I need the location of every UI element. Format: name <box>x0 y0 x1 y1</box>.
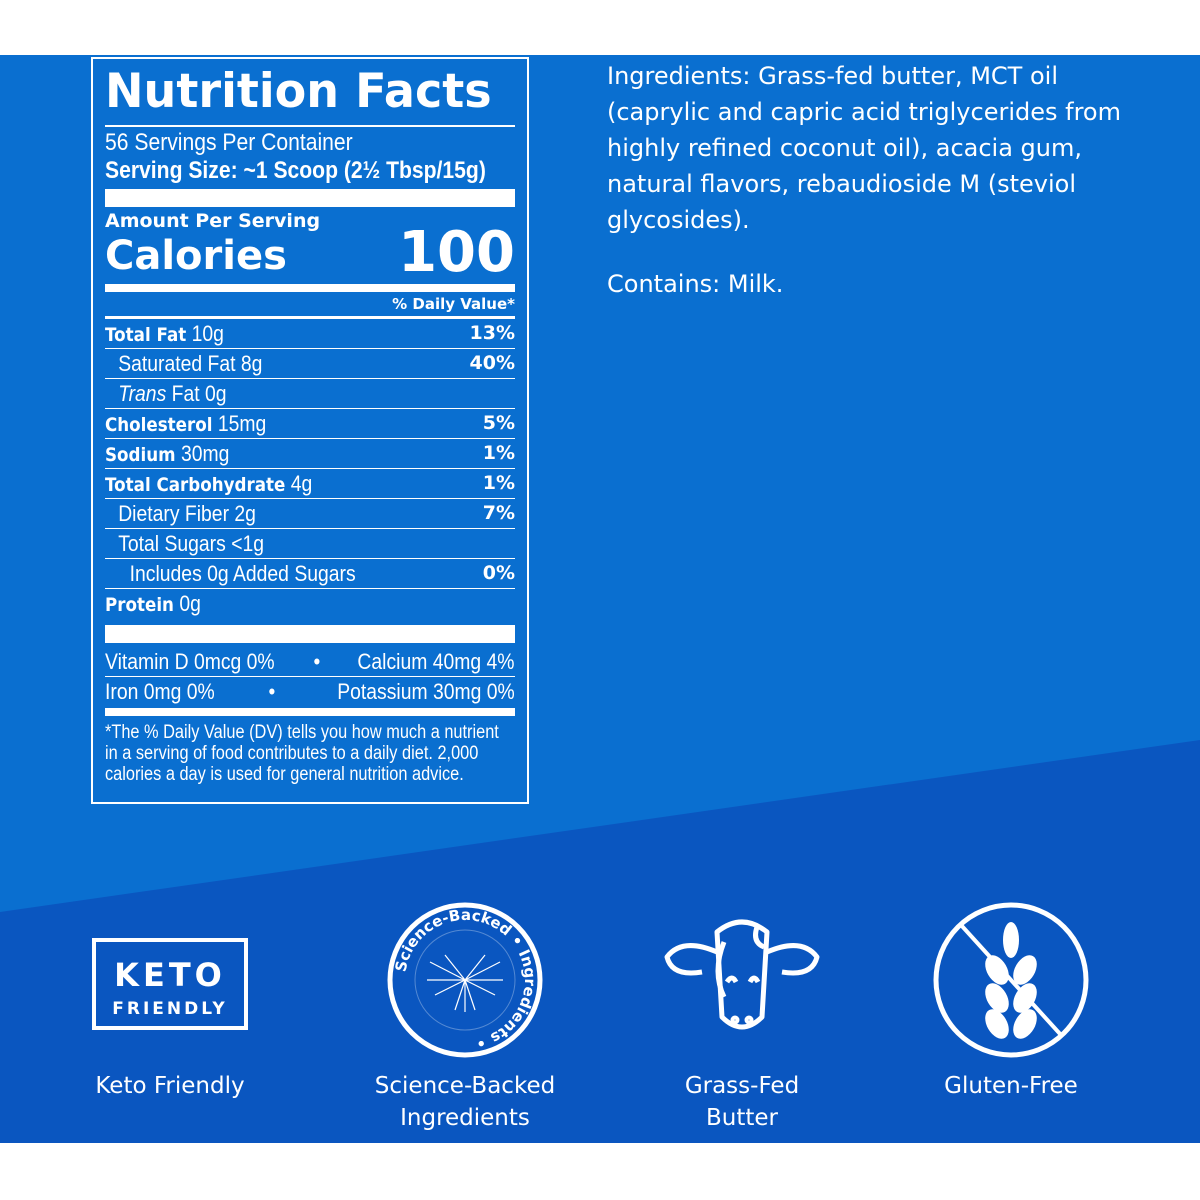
nutrient-row: Includes 0g Added Sugars 0% <box>105 559 515 589</box>
nutrient-row: Total Sugars <1g <box>105 529 515 559</box>
nutrient-row: Sodium 30mg 1% <box>105 439 515 469</box>
keto-friendly-icon: KETO FRIENDLY <box>30 938 310 1030</box>
badge-label: Gluten-Free <box>944 1073 1078 1099</box>
daily-value-header: % Daily Value* <box>105 292 515 319</box>
serving-size: Serving Size: ~1 Scoop (2½ Tbsp/15g) <box>105 157 486 184</box>
nutrient-row: Dietary Fiber 2g 7% <box>105 499 515 529</box>
badge-label: Keto Friendly <box>95 1073 245 1099</box>
nutrient-row: Total Fat 10g 13% <box>105 319 515 349</box>
vitamin-row: Iron 0mg 0% • Potassium 30mg 0% <box>105 679 515 704</box>
nutrient-row: Protein 0g <box>105 591 201 616</box>
calories-value: 100 <box>398 220 515 285</box>
amount-per-serving: Amount Per Serving <box>105 210 321 232</box>
nutrient-row: Trans Fat 0g <box>105 379 515 409</box>
cow-icon <box>602 912 882 1042</box>
calories-label: Calories <box>105 233 287 279</box>
ingredients-text: Ingredients: Grass-fed butter, MCT oil (… <box>607 62 1121 234</box>
svg-text:FRIENDLY: FRIENDLY <box>112 999 227 1019</box>
nutrient-row: Cholesterol 15mg 5% <box>105 409 515 439</box>
nutrition-title: Nutrition Facts <box>105 64 492 119</box>
no-wheat-icon <box>871 900 1151 1060</box>
science-backed-seal-icon: Science-Backed • Ingredients • <box>325 900 605 1060</box>
badge-label: Grass-Fed Butter <box>684 1073 800 1131</box>
vitamin-row: Vitamin D 0mcg 0% • Calcium 40mg 4% <box>105 647 515 677</box>
allergen-text: Contains: Milk. <box>607 270 784 298</box>
nutrient-row: Total Carbohydrate 4g 1% <box>105 469 515 499</box>
svg-text:KETO: KETO <box>114 956 226 994</box>
background <box>0 55 1200 1143</box>
servings-per-container: 56 Servings Per Container <box>105 129 353 156</box>
nutrient-row: Saturated Fat 8g 40% <box>105 349 515 379</box>
footnote: *The % Daily Value (DV) tells you how mu… <box>105 722 499 785</box>
nutrition-facts-panel: Nutrition Facts 56 Servings Per Containe… <box>91 57 529 804</box>
badge-label: Science-Backed Ingredients <box>374 1073 556 1131</box>
